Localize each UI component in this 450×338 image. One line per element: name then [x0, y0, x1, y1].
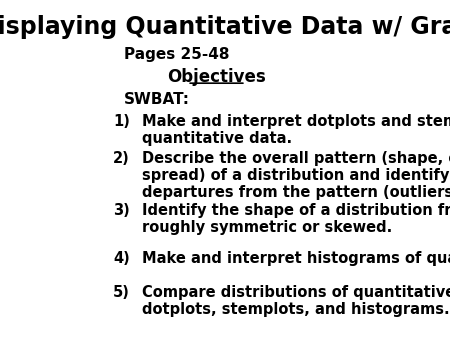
Text: 2): 2) — [113, 150, 130, 166]
Text: 3): 3) — [113, 202, 130, 218]
Text: 4): 4) — [113, 251, 130, 266]
Text: 5): 5) — [113, 285, 130, 300]
Text: Compare distributions of quantitative data using
dotplots, stemplots, and histog: Compare distributions of quantitative da… — [142, 285, 450, 317]
Text: Make and interpret dotplots and stemplots of
quantitative data.: Make and interpret dotplots and stemplot… — [142, 114, 450, 146]
Text: Make and interpret histograms of quantitative data.: Make and interpret histograms of quantit… — [142, 251, 450, 266]
Text: Describe the overall pattern (shape, center, and
spread) of a distribution and i: Describe the overall pattern (shape, cen… — [142, 150, 450, 200]
Text: Identify the shape of a distribution from a graph as
roughly symmetric or skewed: Identify the shape of a distribution fro… — [142, 202, 450, 235]
Text: Objectives: Objectives — [167, 68, 266, 87]
Text: 1.2 Displaying Quantitative Data w/ Graphs: 1.2 Displaying Quantitative Data w/ Grap… — [0, 15, 450, 39]
Text: SWBAT:: SWBAT: — [124, 92, 190, 107]
Text: Pages 25-48: Pages 25-48 — [124, 47, 229, 62]
Text: 1): 1) — [113, 114, 130, 129]
